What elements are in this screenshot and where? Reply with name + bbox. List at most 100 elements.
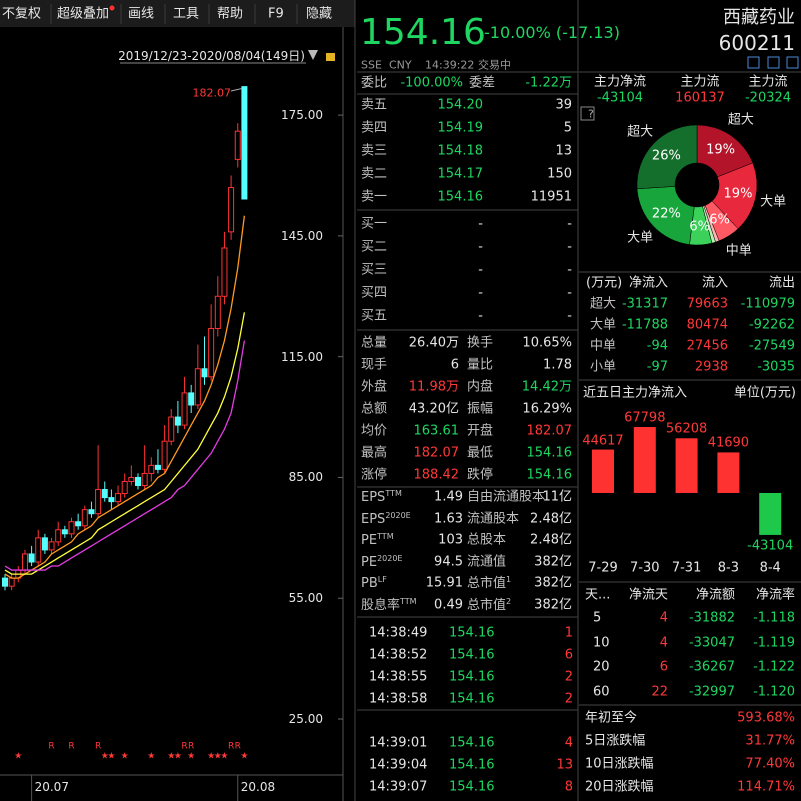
table-cell: 22 <box>651 684 668 699</box>
pie-slice <box>636 186 695 245</box>
superscript: TTM <box>385 489 402 498</box>
table-cell: -33047 <box>688 635 735 650</box>
label: 卖四 <box>361 120 388 136</box>
candle-body <box>108 497 115 503</box>
tick-time: 14:38:58 <box>369 691 428 707</box>
label: 总额 <box>361 401 388 417</box>
label: 买一 <box>361 216 388 232</box>
label: 卖一 <box>361 189 388 205</box>
dropdown-arrow[interactable] <box>308 50 318 60</box>
tick-volume: 8 <box>564 779 573 795</box>
value: -1.22万 <box>525 75 572 91</box>
superscript: TTM <box>377 532 394 541</box>
value: 1.63 <box>434 511 463 526</box>
value: 1.78 <box>543 357 572 373</box>
volume: 39 <box>555 97 572 113</box>
value: 182.07 <box>526 423 573 439</box>
text: 总股本 <box>467 532 507 548</box>
x-tick-label: 8-4 <box>759 560 781 576</box>
tick-volume: 2 <box>564 691 573 707</box>
bar <box>759 492 782 535</box>
candle-body <box>21 553 28 571</box>
value: 6 <box>450 357 459 373</box>
help-box[interactable] <box>580 106 595 121</box>
table-cell: -92262 <box>748 317 795 333</box>
label: 委差 <box>469 75 496 91</box>
value: 16.29% <box>522 401 572 417</box>
tick-price: 154.16 <box>449 669 495 685</box>
candle-body <box>141 472 148 487</box>
bar <box>675 438 698 493</box>
label: 跌停 <box>467 467 494 483</box>
candle-body <box>234 130 241 160</box>
table-header: 天... <box>585 587 611 603</box>
candle-body <box>135 476 141 487</box>
tick-price: 154.16 <box>449 735 495 751</box>
toolbar-button[interactable]: 画线 <box>128 6 155 22</box>
toolbar-button[interactable]: 工具 <box>173 6 200 22</box>
panel-icons[interactable] <box>747 56 799 69</box>
bar <box>633 427 656 493</box>
pie-slice <box>711 162 758 230</box>
signal: ★ <box>14 751 23 762</box>
table-header: 净流天 <box>628 587 668 603</box>
volume: 5 <box>563 120 572 136</box>
candle-body <box>61 529 68 535</box>
y-tick-label: 55.00 <box>288 591 323 606</box>
tick-time: 14:38:52 <box>369 647 428 663</box>
bar <box>717 452 740 493</box>
candle-body <box>168 416 175 442</box>
pie-slice <box>696 124 754 178</box>
signal: ★ <box>213 751 222 762</box>
value: -20324 <box>744 90 792 106</box>
candle-body <box>161 440 168 470</box>
candle-body <box>55 529 62 543</box>
label: 总量 <box>361 335 388 351</box>
value: 382亿 <box>534 597 572 612</box>
label: 主力净流 <box>593 74 647 90</box>
text: 总市值 <box>467 576 507 591</box>
text: EPS <box>361 511 386 527</box>
y-tick-label: 115.00 <box>281 349 323 364</box>
slice-name: 大单 <box>760 194 787 210</box>
pie-slice <box>636 124 698 190</box>
signal: R <box>188 741 195 752</box>
signal: R <box>48 741 55 752</box>
toolbar-separators <box>50 4 298 24</box>
volume: 13 <box>555 143 572 159</box>
value: 188.42 <box>413 467 460 483</box>
quote-meta: CNY <box>389 58 412 72</box>
value: 382亿 <box>534 575 572 591</box>
lock-icon[interactable] <box>326 53 335 61</box>
label: 最高 <box>361 445 388 461</box>
toolbar-button[interactable]: F9 <box>268 6 284 22</box>
toolbar-button[interactable]: 不复权 <box>2 6 42 22</box>
toolbar-button[interactable]: 隐藏 <box>306 6 333 22</box>
quote-meta: 交易中 <box>478 58 511 72</box>
tick-volume: 4 <box>564 735 573 751</box>
signal: ★ <box>207 751 216 762</box>
date-range: 2019/12/23-2020/08/04(149日) <box>118 49 305 63</box>
signal: ★ <box>240 751 249 762</box>
label: 卖五 <box>361 97 388 113</box>
slice-label: 26% <box>651 148 681 164</box>
superscript: 2020E <box>377 553 403 563</box>
bar-label: 56208 <box>665 421 708 437</box>
ma-line <box>4 312 246 575</box>
table-cell: 大单 <box>590 317 617 333</box>
value: 163.61 <box>413 423 460 439</box>
table-cell: -31882 <box>688 610 735 626</box>
label: 振幅 <box>467 401 494 417</box>
label: 涨停 <box>361 467 388 483</box>
signal: R <box>234 741 241 752</box>
signal: ★ <box>187 751 196 762</box>
candle-body <box>115 493 122 503</box>
toolbar-button[interactable]: 帮助 <box>217 6 244 22</box>
label: 流通股本 <box>467 512 519 525</box>
superscript: LF <box>377 575 387 584</box>
bar-label: 44617 <box>582 433 624 449</box>
tick-volume: 13 <box>556 757 573 773</box>
toolbar-button[interactable]: 超级叠加 <box>57 6 110 22</box>
table-cell: -31317 <box>621 296 668 312</box>
label: 外盘 <box>361 379 388 395</box>
